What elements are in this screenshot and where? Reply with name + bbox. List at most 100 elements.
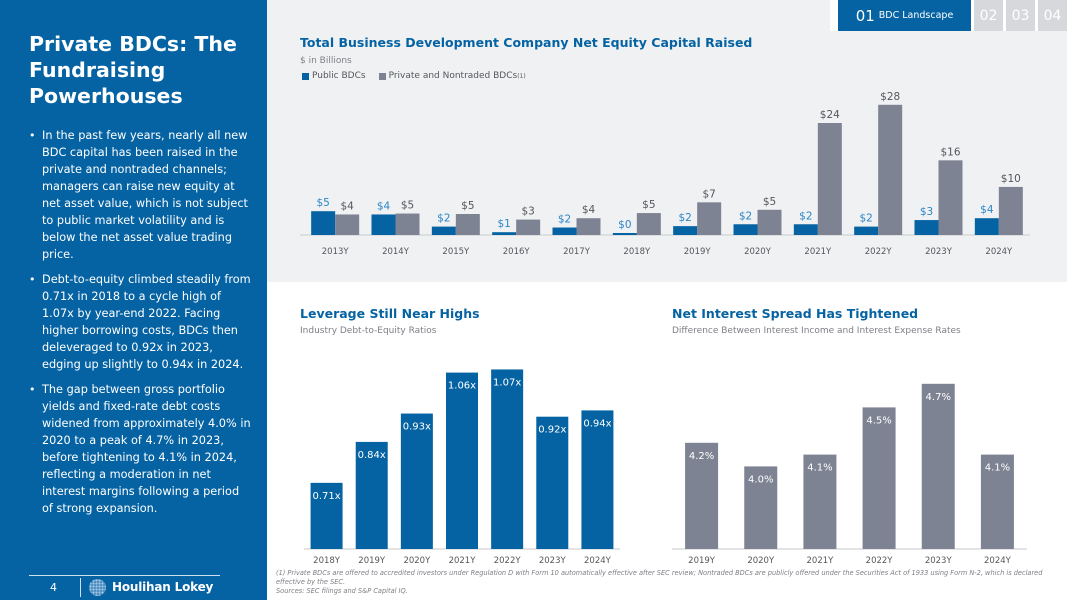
data-label-public: $5 <box>316 197 329 209</box>
spread-x-tick-label: 2023Y <box>925 556 953 566</box>
bar-private <box>817 123 842 235</box>
spread-x-tick-label: 2024Y <box>984 556 1012 566</box>
spread-data-label: 4.2% <box>689 451 714 462</box>
leverage-bar <box>536 416 569 549</box>
data-label-private: $5 <box>763 196 776 208</box>
leverage-x-tick-label: 2023Y <box>539 556 567 566</box>
sources-text: Sources: SEC filings and S&P Capital IQ. <box>276 587 408 595</box>
x-tick-label: 2016Y <box>503 247 531 257</box>
bar-private <box>998 186 1023 235</box>
leverage-x-tick-label: 2021Y <box>449 556 477 566</box>
bar-private <box>878 104 903 235</box>
x-tick-label: 2024Y <box>985 247 1013 257</box>
leverage-bar <box>355 441 388 549</box>
x-tick-label: 2015Y <box>442 247 470 257</box>
data-label-private: $7 <box>702 188 715 200</box>
legend-swatch-public <box>302 72 309 80</box>
spread-bar <box>685 442 719 549</box>
bar-public <box>673 226 698 235</box>
spread-bar <box>803 454 837 549</box>
x-tick-label: 2019Y <box>684 247 712 257</box>
data-label-public: $2 <box>739 210 752 222</box>
leverage-data-label: 0.71x <box>312 491 340 502</box>
legend-label-private: Private and Nontraded BDCs <box>388 71 518 81</box>
leverage-bar <box>400 413 433 549</box>
data-label-private: $16 <box>940 146 960 158</box>
spread-bar <box>862 407 896 549</box>
logo-text: Houlihan Lokey <box>112 580 214 594</box>
tab-bdc-landscape[interactable]: 01 BDC Landscape <box>838 0 971 31</box>
x-tick-label: 2018Y <box>623 247 651 257</box>
data-label-public: $3 <box>920 206 933 218</box>
bar-public <box>311 211 336 235</box>
bar-private <box>395 213 420 235</box>
leverage-data-label: 1.07x <box>493 377 521 388</box>
leverage-x-tick-label: 2019Y <box>358 556 386 566</box>
tab-02[interactable]: 02 <box>974 0 1003 31</box>
leverage-data-label: 1.06x <box>448 381 476 392</box>
bar-public <box>431 226 456 235</box>
leverage-x-tick-label: 2024Y <box>584 556 612 566</box>
leverage-x-tick-label: 2018Y <box>313 556 341 566</box>
leverage-bar <box>491 369 524 549</box>
bar-public <box>612 233 637 235</box>
footnote: (1) Private BDCs are offered to accredit… <box>276 569 1056 596</box>
leverage-chart-title: Leverage Still Near Highs <box>300 306 480 321</box>
leverage-bar <box>310 482 343 549</box>
legend-label-public: Public BDCs <box>312 71 366 81</box>
tab-04[interactable]: 04 <box>1038 0 1067 31</box>
bar-public <box>854 226 879 235</box>
bullet-item: Debt-to-equity climbed steadily from 0.7… <box>29 271 251 373</box>
legend-item-private: Private and Nontraded BDCs (1) <box>378 71 526 81</box>
data-label-private: $28 <box>880 91 900 103</box>
data-label-public: $2 <box>799 210 812 222</box>
bar-private <box>335 214 360 235</box>
tab-number: 01 <box>855 6 875 25</box>
spread-chart-title: Net Interest Spread Has Tightened <box>672 306 919 321</box>
tab-label: BDC Landscape <box>878 10 954 21</box>
data-label-private: $10 <box>1001 173 1021 185</box>
x-tick-label: 2014Y <box>382 247 410 257</box>
spread-x-tick-label: 2022Y <box>866 556 894 566</box>
x-tick-label: 2020Y <box>744 247 772 257</box>
spread-x-tick-label: 2019Y <box>688 556 716 566</box>
sidebar: Private BDCs: The Fundraising Powerhouse… <box>0 0 267 600</box>
legend-swatch-private <box>378 72 386 80</box>
leverage-data-label: 0.92x <box>538 425 566 436</box>
data-label-public: $2 <box>859 213 872 225</box>
leverage-data-label: 0.94x <box>583 418 611 429</box>
data-label-public: $2 <box>678 212 691 224</box>
logo-globe-icon <box>89 579 106 596</box>
data-label-public: $4 <box>980 204 994 216</box>
data-label-private: $5 <box>401 200 414 212</box>
page-number: 4 <box>50 581 57 594</box>
footer-separator <box>80 578 81 597</box>
bullet-item: In the past few years, nearly all new BD… <box>29 127 251 263</box>
spread-bar <box>921 383 955 549</box>
leverage-bar <box>446 372 478 549</box>
spread-data-label: 4.0% <box>748 474 773 485</box>
data-label-public: $1 <box>497 218 510 230</box>
spread-data-label: 4.7% <box>926 392 951 403</box>
spread-data-label: 4.1% <box>807 463 832 474</box>
bar-public <box>552 227 577 235</box>
bar-private <box>455 214 480 235</box>
bar-public <box>492 232 517 235</box>
data-label-public: $2 <box>558 214 571 226</box>
tab-03[interactable]: 03 <box>1006 0 1035 31</box>
data-label-private: $5 <box>642 199 655 211</box>
x-tick-label: 2013Y <box>322 247 350 257</box>
data-label-public: $0 <box>618 219 631 231</box>
capital-chart-subtitle: $ in Billions <box>300 56 352 66</box>
bullet-list: In the past few years, nearly all new BD… <box>29 127 251 525</box>
bar-public <box>914 220 939 235</box>
spread-bar <box>744 466 778 549</box>
spread-chart-subtitle: Difference Between Interest Income and I… <box>672 326 961 336</box>
x-tick-label: 2021Y <box>804 247 832 257</box>
bar-private <box>938 160 963 235</box>
section-nav: 01 BDC Landscape 02 03 04 <box>838 0 1067 31</box>
bar-private <box>516 219 541 235</box>
data-label-public: $4 <box>377 200 391 212</box>
leverage-chart-subtitle: Industry Debt-to-Equity Ratios <box>300 326 437 336</box>
